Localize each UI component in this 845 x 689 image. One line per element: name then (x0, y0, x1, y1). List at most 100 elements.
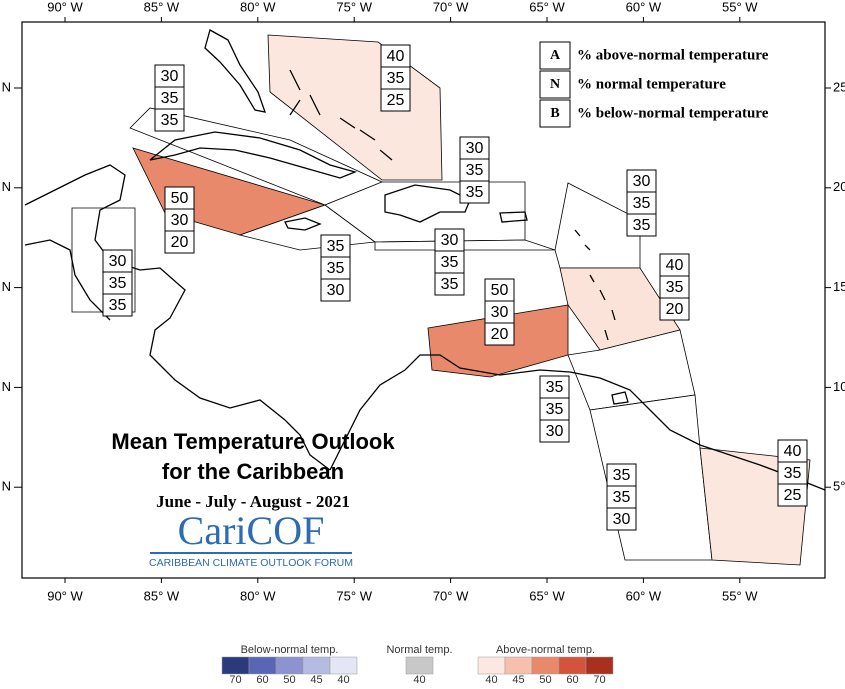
hispaniola (384, 184, 471, 223)
key-cell (539, 41, 571, 70)
colorbar-title: Normal temp. (386, 644, 452, 656)
colorbar-tick: 60 (256, 674, 268, 684)
probability-cell (320, 278, 351, 302)
probability-value: 35 (613, 489, 631, 506)
colorbar-swatch (504, 656, 533, 675)
probability-value: 35 (441, 276, 459, 293)
colorbar-tick: 70 (229, 674, 241, 684)
probability-cell (154, 108, 185, 132)
lat-label: 10 (833, 379, 845, 394)
probability-value: 35 (441, 254, 459, 271)
key: A % above-normal temperature N % normal tem… (539, 41, 769, 128)
probability-cell (606, 507, 637, 531)
probability-cell (459, 180, 490, 204)
lon-label: 90° W (47, 588, 83, 603)
probability-cell (380, 88, 411, 112)
colorbar-swatch (248, 656, 277, 675)
south-america-coast (329, 354, 826, 491)
title: for the Caribbean (162, 459, 344, 484)
region-polygon (567, 329, 696, 411)
colorbar-swatch (275, 656, 304, 675)
lon-label: 60° W (626, 0, 662, 14)
probability-value: 35 (109, 297, 127, 314)
title: Mean Temperature Outlook (111, 429, 395, 454)
lon-label: 75° W (336, 0, 372, 14)
probability-value: 50 (491, 282, 509, 299)
colorbar-swatch (585, 656, 614, 675)
probability-boxes: 40 35 25 30 35 35 50 30 20 30 35 35 35 35 30 30 35 35 30 35… (102, 44, 808, 531)
colorbar-tick: 50 (283, 674, 295, 684)
probability-value: 35 (109, 275, 127, 292)
probability-value: 35 (387, 70, 405, 87)
probability-cell (539, 419, 570, 443)
key-letter: A (550, 48, 561, 63)
probability-value: 30 (161, 68, 179, 85)
bahamas (289, 69, 393, 161)
region-polygon (129, 107, 384, 206)
logo-subtitle: CARIBBEAN CLIMATE OUTLOOK FORUM (149, 557, 353, 569)
lesser-antilles (574, 229, 616, 341)
probability-value: 35 (613, 467, 631, 484)
probability-value: 35 (784, 465, 802, 482)
coastlines (24, 29, 826, 491)
probability-value: 25 (387, 92, 405, 109)
colorbar: Below-normal temp. 70 60 50 45 40 Normal temp.… (221, 644, 614, 686)
probability-value: 20 (666, 301, 684, 318)
lon-label: 65° W (529, 0, 565, 14)
lon-label: 80° W (240, 588, 276, 603)
colorbar-tick: 40 (485, 674, 497, 684)
lat-label: 5° (833, 479, 845, 494)
probability-value: 25 (784, 487, 802, 504)
probability-value: 30 (491, 304, 509, 321)
colorbar-tick: 70 (593, 674, 605, 684)
probability-value: 30 (633, 173, 651, 190)
key-text: % above-normal temperature (577, 47, 769, 63)
probability-value: 30 (466, 140, 484, 157)
lat-label: 25 (833, 79, 845, 94)
lon-label: 85° W (144, 588, 180, 603)
probability-value: 20 (491, 326, 509, 343)
probability-cell (434, 272, 465, 296)
lon-label: 85° W (144, 0, 180, 14)
lat-label: N (2, 279, 11, 294)
probability-value: 40 (666, 257, 684, 274)
probability-value: 35 (666, 279, 684, 296)
puerto-rico (499, 211, 528, 223)
colorbar-tick: 40 (413, 674, 425, 684)
key-text: % normal temperature (577, 76, 726, 92)
probability-value: 35 (466, 184, 484, 201)
probability-value: 35 (327, 260, 345, 277)
colorbar-tick: 60 (566, 674, 578, 684)
lat-label: N (2, 479, 11, 494)
probability-value: 35 (546, 401, 564, 418)
colorbar-swatch (405, 656, 434, 675)
colorbar-tick: 45 (310, 674, 322, 684)
colorbar-tick: 45 (512, 674, 524, 684)
probability-value: 30 (327, 282, 345, 299)
lon-label: 70° W (433, 588, 469, 603)
colorbar-swatch (302, 656, 331, 675)
probability-value: 50 (171, 190, 189, 207)
colorbar-title: Above-normal temp. (496, 644, 595, 656)
probability-value: 40 (387, 48, 405, 65)
probability-value: 35 (633, 195, 651, 212)
jamaica (284, 217, 322, 231)
colorbar-swatch (477, 656, 506, 675)
lon-label: 90° W (47, 0, 83, 14)
logo: CariCOF (178, 508, 325, 553)
probability-cell (484, 322, 515, 346)
probability-value: 35 (327, 238, 345, 255)
mexico-coast (24, 239, 111, 321)
colorbar-tick: 50 (539, 674, 551, 684)
probability-cell (777, 483, 808, 507)
probability-value: 35 (161, 90, 179, 107)
colorbar-swatch (531, 656, 560, 675)
probability-cell (102, 293, 133, 317)
lon-label: 75° W (336, 588, 372, 603)
probability-value: 30 (613, 511, 631, 528)
probability-value: 35 (633, 217, 651, 234)
probability-cell (626, 213, 657, 237)
region-polygon (554, 182, 641, 269)
